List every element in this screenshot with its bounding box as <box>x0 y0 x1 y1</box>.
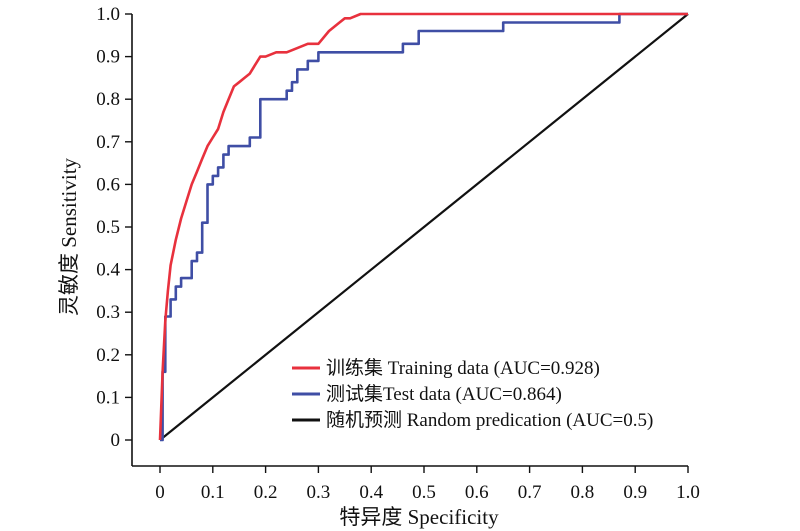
y-tick-label: 0.7 <box>96 132 120 153</box>
series-line-0 <box>158 12 688 441</box>
series-line-2 <box>159 13 689 441</box>
x-tick-label: 0.7 <box>518 482 542 503</box>
series-layer <box>158 12 689 442</box>
y-tick-label: 0.2 <box>96 345 120 366</box>
y-tick-label: 0 <box>111 430 121 451</box>
y-tick-label: 0.8 <box>96 89 120 110</box>
series-line-1 <box>160 12 688 442</box>
y-tick-label: 0.5 <box>96 217 120 238</box>
x-tick-label: 0.8 <box>571 482 595 503</box>
plot-frame <box>131 14 688 467</box>
x-tick-label: 0 <box>155 482 165 503</box>
x-tick-label: 0.3 <box>307 482 331 503</box>
y-axis-ticks: 0 0.1 0.2 0.3 0.4 0.5 0.6 0.7 0.8 0.9 1.0 <box>96 4 132 451</box>
y-tick-label: 0.1 <box>96 387 120 408</box>
y-tick-label: 1.0 <box>96 4 120 25</box>
legend-label-2: 随机预测 Random predication (AUC=0.5) <box>326 409 653 431</box>
x-axis-title: 特异度 Specificity <box>339 505 499 529</box>
y-tick-label: 0.3 <box>96 302 120 323</box>
x-tick-label: 0.5 <box>412 482 436 503</box>
x-tick-label: 0.4 <box>359 482 383 503</box>
y-tick-label: 0.4 <box>96 260 120 281</box>
x-tick-label: 0.2 <box>254 482 278 503</box>
legend-label-0: 训练集 Training data (AUC=0.928) <box>326 357 600 379</box>
legend-label-1: 测试集Test data (AUC=0.864) <box>326 383 562 405</box>
x-tick-label: 0.6 <box>465 482 489 503</box>
y-tick-label: 0.6 <box>96 174 120 195</box>
x-tick-label: 0.9 <box>623 482 647 503</box>
legend: 训练集 Training data (AUC=0.928) 测试集Test dat… <box>292 357 653 431</box>
x-axis-ticks: 0 0.1 0.2 0.3 0.4 0.5 0.6 0.7 0.8 0.9 1.0 <box>155 466 700 503</box>
x-tick-label: 0.1 <box>201 482 225 503</box>
y-tick-label: 0.9 <box>96 47 120 68</box>
y-axis-title: 灵敏度 Sensitivity <box>57 157 81 316</box>
x-tick-label: 1.0 <box>676 482 700 503</box>
